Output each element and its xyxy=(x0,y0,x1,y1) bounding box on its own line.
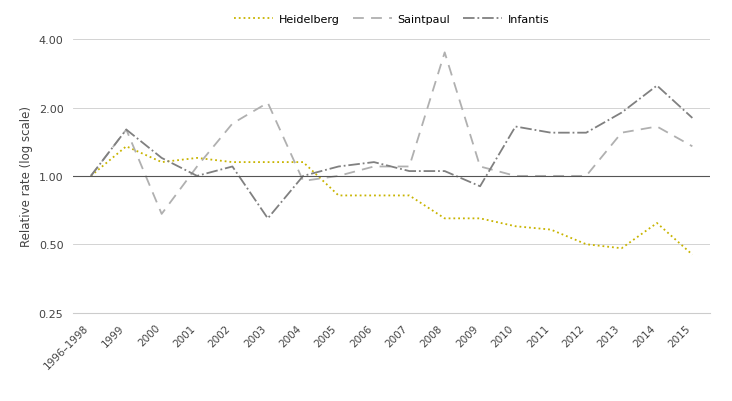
Infantis xyxy=(405,169,414,174)
Heidelberg xyxy=(582,242,591,247)
Infantis xyxy=(476,184,485,189)
Heidelberg xyxy=(334,194,343,198)
Infantis xyxy=(228,165,236,170)
Heidelberg xyxy=(86,174,95,179)
Saintpaul xyxy=(334,174,343,179)
Heidelberg xyxy=(264,160,272,165)
Line: Saintpaul: Saintpaul xyxy=(91,53,692,215)
Infantis xyxy=(652,84,661,89)
Infantis xyxy=(370,160,378,165)
Saintpaul xyxy=(617,131,626,136)
Infantis xyxy=(86,174,95,179)
Infantis xyxy=(193,174,201,179)
Saintpaul xyxy=(688,144,697,149)
Saintpaul xyxy=(405,165,414,170)
Heidelberg xyxy=(122,144,130,149)
Infantis xyxy=(617,111,626,116)
Infantis xyxy=(546,131,555,136)
Legend: Heidelberg, Saintpaul, Infantis: Heidelberg, Saintpaul, Infantis xyxy=(230,10,553,29)
Infantis xyxy=(122,128,130,133)
Heidelberg xyxy=(511,224,520,229)
Infantis xyxy=(334,165,343,170)
Infantis xyxy=(157,156,166,161)
Saintpaul xyxy=(193,165,201,170)
Heidelberg xyxy=(652,221,661,226)
Heidelberg xyxy=(546,228,555,233)
Heidelberg xyxy=(228,160,236,165)
Heidelberg xyxy=(193,156,201,161)
Y-axis label: Relative rate (log scale): Relative rate (log scale) xyxy=(20,106,33,247)
Infantis xyxy=(688,116,697,121)
Line: Heidelberg: Heidelberg xyxy=(91,147,692,255)
Heidelberg xyxy=(299,160,307,165)
Heidelberg xyxy=(688,253,697,257)
Saintpaul xyxy=(582,174,591,179)
Saintpaul xyxy=(652,125,661,130)
Saintpaul xyxy=(157,212,166,217)
Saintpaul xyxy=(228,122,236,127)
Saintpaul xyxy=(546,174,555,179)
Saintpaul xyxy=(86,174,95,179)
Infantis xyxy=(264,217,272,221)
Saintpaul xyxy=(370,165,378,170)
Infantis xyxy=(511,125,520,130)
Saintpaul xyxy=(122,128,130,133)
Saintpaul xyxy=(264,101,272,106)
Heidelberg xyxy=(440,217,449,221)
Infantis xyxy=(299,174,307,179)
Heidelberg xyxy=(617,246,626,251)
Heidelberg xyxy=(405,194,414,198)
Saintpaul xyxy=(511,174,520,179)
Heidelberg xyxy=(370,194,378,198)
Infantis xyxy=(582,131,591,136)
Infantis xyxy=(440,169,449,174)
Heidelberg xyxy=(476,217,485,221)
Heidelberg xyxy=(157,160,166,165)
Saintpaul xyxy=(476,165,485,170)
Line: Infantis: Infantis xyxy=(91,86,692,219)
Saintpaul xyxy=(299,179,307,184)
Saintpaul xyxy=(440,51,449,56)
